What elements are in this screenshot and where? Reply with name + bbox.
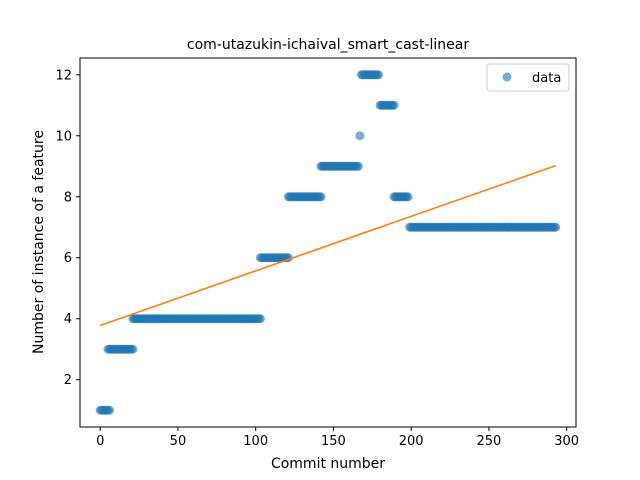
- x-tick-label: 50: [170, 434, 187, 449]
- data-point: [403, 192, 413, 202]
- fit-line: [99, 164, 557, 327]
- x-axis-label: Commit number: [271, 456, 385, 472]
- x-tick-label: 0: [96, 434, 104, 449]
- chart-title: com-utazukin-ichaival_smart_cast-linear: [187, 37, 469, 53]
- x-tick-label: 300: [554, 434, 579, 449]
- legend-label-data: data: [532, 71, 561, 86]
- y-axis: 2 4 6 8 10 12: [55, 68, 80, 388]
- y-tick-label: 4: [64, 312, 72, 327]
- data-point: [355, 131, 365, 141]
- data-point: [316, 192, 326, 202]
- x-tick-label: 150: [321, 434, 346, 449]
- data-point: [128, 344, 138, 354]
- y-tick-label: 2: [64, 373, 72, 388]
- y-tick-label: 10: [55, 129, 72, 144]
- x-tick-label: 100: [243, 434, 268, 449]
- legend-marker: [502, 72, 512, 82]
- legend: data: [486, 63, 570, 92]
- data-point: [551, 222, 561, 232]
- data-point: [353, 161, 363, 171]
- y-tick-label: 8: [64, 190, 72, 205]
- y-axis-label: Number of instance of a feature: [31, 130, 47, 354]
- data-point: [105, 405, 115, 415]
- data-point: [389, 100, 399, 110]
- y-tick-label: 6: [64, 251, 72, 266]
- plot-area: [95, 70, 561, 415]
- x-tick-label: 250: [477, 434, 502, 449]
- data-point: [374, 70, 384, 80]
- legend-box: [486, 63, 570, 92]
- y-tick-label: 12: [55, 68, 72, 83]
- plot-frame: [79, 57, 577, 428]
- x-axis: 0 50 100 150 200 250 300: [96, 427, 579, 449]
- x-tick-label: 200: [399, 434, 424, 449]
- data-point: [255, 314, 265, 324]
